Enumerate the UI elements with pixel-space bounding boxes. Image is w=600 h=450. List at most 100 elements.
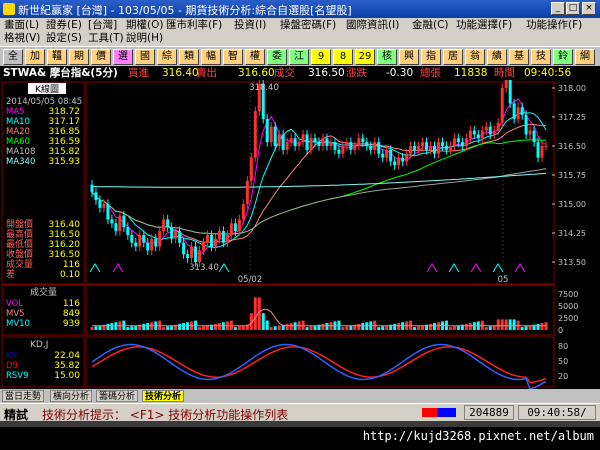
toolbar-button-3[interactable]: 期 [69, 49, 89, 65]
toolbar-button-17[interactable]: 核 [377, 49, 397, 65]
toolbar-button-9[interactable]: 幅 [201, 49, 221, 65]
candle-body [373, 142, 377, 150]
app-icon [3, 3, 15, 15]
ask-label: 賣出 [196, 67, 217, 79]
candle-body [540, 146, 544, 158]
volume-value: 11838 [454, 67, 488, 79]
volume-bar [429, 323, 433, 330]
maximize-button[interactable]: □ [566, 2, 580, 15]
menu-item-securities[interactable]: 證券(E) [46, 19, 82, 31]
menu-item-screen[interactable]: 畫面(L) [4, 19, 40, 31]
volume-bar [381, 326, 385, 330]
price-tick-5: 314.25 [558, 229, 586, 238]
toolbar-button-13[interactable]: 江 [289, 49, 309, 65]
volume-bar [317, 324, 321, 330]
stat-name-4: 成交量 [6, 258, 33, 270]
menu-item-fx-rates[interactable]: 匯市利率(F) [166, 19, 223, 31]
stat-name-0: 開盤價 [6, 218, 33, 230]
toolbar-button-21[interactable]: 翁 [465, 49, 485, 65]
menu-item-settings[interactable]: 設定(S) [46, 32, 82, 44]
vol-legend-name-1: MV5 [6, 309, 25, 319]
ma-line-340 [92, 172, 547, 188]
volume-bar [421, 325, 425, 330]
toolbar-button-26[interactable]: 綱 [575, 49, 595, 65]
volume-tab[interactable]: 成交量 [30, 286, 57, 298]
toolbar-button-10[interactable]: 智 [223, 49, 243, 65]
toolbar-button-2[interactable]: 韁 [47, 49, 67, 65]
toolbar: 全加韁期價選國綜類幅智權委江 9 8 29 核興指居翁績基技鈴綱 [0, 46, 600, 66]
candle-body [265, 118, 269, 143]
volume-bars [90, 297, 548, 330]
signal-marker [112, 263, 124, 273]
candle-body [512, 103, 516, 119]
volume-bar [464, 323, 468, 330]
chart-area[interactable]: K線圖 2014/05/05 08:45 MA5 318.72 MA10 317.17… [0, 71, 600, 391]
menu-item-help[interactable]: 說明(H) [126, 32, 164, 44]
menu-item-function-op[interactable]: 功能操作(F) [526, 19, 583, 31]
tab-cross-analysis[interactable]: 橫向分析 [50, 390, 93, 402]
watermark-text: http://kujd3268.pixnet.net/album [362, 429, 594, 443]
minimize-button[interactable]: _ [551, 2, 565, 15]
volume-bar [456, 325, 460, 330]
candle-body [516, 107, 520, 119]
horizontal-scrollbar[interactable] [0, 421, 600, 427]
bid-label: 買進 [128, 67, 149, 79]
menu-item-view[interactable]: 格視(V) [4, 32, 41, 44]
volume-bar [309, 326, 313, 330]
volume-bar [345, 326, 349, 330]
toolbar-button-23[interactable]: 基 [509, 49, 529, 65]
toolbar-button-5[interactable]: 選 [113, 49, 133, 65]
menu-item-intl-info[interactable]: 國際資訊(I) [346, 19, 400, 31]
toolbar-button-11[interactable]: 權 [245, 49, 265, 65]
toolbar-button-15[interactable]: 8 [333, 49, 353, 65]
menu-item-taiwan[interactable]: [台灣] [88, 19, 118, 31]
menu-item-invest[interactable]: 投資(I) [234, 19, 267, 31]
tab-intraday[interactable]: 當日走勢 [2, 390, 45, 402]
vol-legend-name-0: VOL [6, 299, 23, 309]
toolbar-button-1[interactable]: 加 [25, 49, 45, 65]
kline-tab[interactable]: K線圖 [35, 83, 59, 95]
toolbar-button-12[interactable]: 委 [267, 49, 287, 65]
toolbar-button-16[interactable]: 29 [355, 49, 375, 65]
kd-legend-value-2: 15.00 [54, 371, 80, 381]
toolbar-button-22[interactable]: 績 [487, 49, 507, 65]
kd-legend-name-1: D9 [6, 361, 18, 371]
candle-body [253, 111, 257, 158]
volume-bar [313, 325, 317, 330]
tab-chip-analysis[interactable]: 籌碼分析 [96, 390, 139, 402]
volume-bar [174, 324, 178, 330]
menu-item-finance[interactable]: 金融(C) [412, 19, 449, 31]
candle-body [186, 254, 190, 259]
signal-markers [89, 263, 526, 273]
kd-tab[interactable]: KD,J [30, 340, 48, 350]
window-title: 新世紀贏家 [台灣] - 103/05/05 - 期貨技術分析:綜合自選股[名望… [18, 4, 352, 17]
toolbar-button-18[interactable]: 興 [399, 49, 419, 65]
menu-item-function-select[interactable]: 功能選擇(F) [456, 19, 513, 31]
toolbar-button-7[interactable]: 綜 [157, 49, 177, 65]
volume-bar [417, 326, 421, 330]
menu-item-options[interactable]: 期權(O) [126, 19, 164, 31]
candle-body [229, 223, 233, 235]
menu-item-trading-code[interactable]: 操盤密碼(F) [280, 19, 337, 31]
toolbar-button-24[interactable]: 技 [531, 49, 551, 65]
toolbar-button-6[interactable]: 國 [135, 49, 155, 65]
menu-item-tools[interactable]: 工具(T) [88, 32, 124, 44]
close-button[interactable]: × [582, 2, 596, 15]
toolbar-button-0[interactable]: 全 [3, 49, 23, 65]
toolbar-button-8[interactable]: 類 [179, 49, 199, 65]
toolbar-button-14[interactable]: 9 [311, 49, 331, 65]
symbol-label[interactable]: STWA& 摩台指&(5分) [3, 67, 118, 79]
volume-bar [245, 324, 249, 330]
candle-body [309, 138, 313, 150]
toolbar-button-19[interactable]: 指 [421, 49, 441, 65]
technical-chart[interactable]: K線圖 2014/05/05 08:45 MA5 318.72 MA10 317.17… [0, 71, 600, 391]
toolbar-button-25[interactable]: 鈴 [553, 49, 573, 65]
candle-body [520, 107, 524, 116]
toolbar-button-4[interactable]: 價 [91, 49, 111, 65]
toolbar-button-20[interactable]: 居 [443, 49, 463, 65]
candle-body [162, 219, 166, 232]
ma-name-2: MA20 [6, 127, 30, 137]
price-tick-3: 315.75 [558, 171, 586, 180]
tab-technical-analysis[interactable]: 技術分析 [142, 390, 185, 402]
vol-legend-value-2: 939 [63, 319, 80, 329]
